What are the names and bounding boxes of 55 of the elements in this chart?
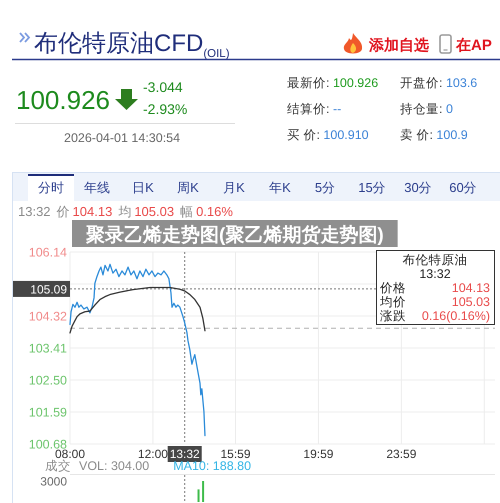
text: 最新价: 100.926 <box>287 76 378 90</box>
text: 在AP <box>455 37 492 54</box>
chart-title: 成交 <box>45 458 71 473</box>
text: VOL: 304.00 <box>79 459 150 473</box>
text: 60分 <box>449 180 477 195</box>
text: 30分 <box>404 180 432 195</box>
text: 3000 <box>40 474 68 488</box>
text: 均 <box>117 204 132 219</box>
text: 分时 <box>38 180 64 195</box>
text: 年K <box>269 180 292 195</box>
annotation: 涨跌 <box>380 309 406 323</box>
text: 13:32 <box>170 447 200 461</box>
text: 幅 <box>180 204 194 219</box>
text: 买 价: 100.910 <box>287 128 369 142</box>
x-tick-label: 19:59 <box>303 447 334 461</box>
text: 年线 <box>84 180 110 195</box>
text: 月K <box>223 180 246 195</box>
text: 周K <box>177 180 200 195</box>
y-tick-label: 103.41 <box>28 342 68 356</box>
text: 105.03 <box>134 204 174 219</box>
annotation: 105.03 <box>452 295 490 309</box>
y-tick-label: 102.50 <box>28 374 68 388</box>
x-tick-label: 08:00 <box>54 447 86 461</box>
y-tick-label: 101.59 <box>28 406 68 420</box>
text: 持仓量: 0 <box>400 102 453 116</box>
annotation: 104.13 <box>452 281 490 295</box>
text: 13:32 <box>18 204 51 219</box>
text: 卖 价: 100.9 <box>400 128 468 142</box>
y-tick-label: 104.32 <box>28 310 68 324</box>
text: 2026-04-01 14:30:54 <box>64 131 180 145</box>
text: 日K <box>132 180 154 195</box>
text: 15分 <box>358 180 386 195</box>
y-tick-label: 106.14 <box>28 246 68 260</box>
text: 5分 <box>314 180 336 195</box>
text: 添加自选 <box>368 37 429 54</box>
text: MA10: 188.80 <box>173 459 252 473</box>
text: 104.13 <box>72 204 112 219</box>
annotation: 0.16(0.16%) <box>422 309 490 323</box>
annotation: 价格 <box>379 281 406 295</box>
x-tick-label: 23:59 <box>386 447 417 461</box>
annotation: 布伦特原油 <box>402 253 468 267</box>
text: 开盘价: 103.6 <box>400 76 478 90</box>
chart-title: 聚录乙烯走势图(聚乙烯期货走势图) <box>85 224 384 246</box>
text: -3.044 <box>143 79 183 95</box>
text: 结算价: -- <box>287 102 342 116</box>
x-tick-label: 12:00 <box>138 447 168 461</box>
annotation: 均价 <box>379 295 406 309</box>
text: -2.93% <box>143 101 188 117</box>
ref-line-label: 105.09 <box>30 282 68 296</box>
x-tick-label: 15:59 <box>220 447 251 461</box>
text: 布伦特原油CFD$_{(OIL)}$ <box>34 30 230 60</box>
annotation: 13:32 <box>419 267 451 281</box>
text: 100.926 <box>16 85 110 115</box>
text: 价 <box>56 204 70 219</box>
text: 0.16% <box>196 204 234 219</box>
